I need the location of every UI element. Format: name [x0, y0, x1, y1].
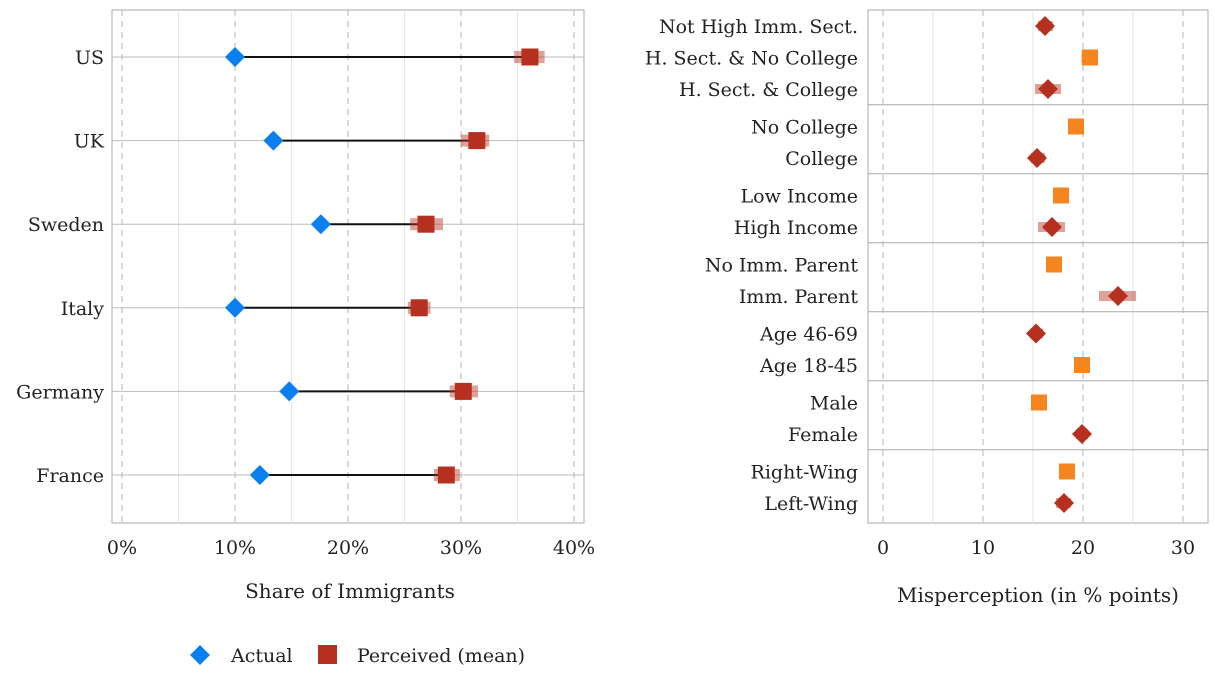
- right-category-label-not-high-imm-sect: Not High Imm. Sect.: [659, 16, 858, 38]
- misperception-point-h-sect-no-college: [1082, 49, 1098, 66]
- left-x-axis-title: Share of Immigrants: [245, 579, 455, 603]
- misperception-point-not-high-imm-sect: [1035, 16, 1055, 36]
- misperception-point-h-sect-college: [1038, 79, 1058, 99]
- legend-item-perceived: Perceived (mean): [318, 645, 525, 667]
- left-gridlines: [121, 10, 575, 523]
- actual-point-france: [249, 465, 270, 485]
- legend-label-perceived: Perceived (mean): [357, 645, 525, 667]
- right-category-label-right-wing: Right-Wing: [751, 462, 858, 484]
- right-category-label-age-46-69: Age 46-69: [759, 324, 858, 346]
- legend-square-marker: [318, 645, 337, 664]
- misperception-point-left-wing: [1054, 493, 1074, 513]
- actual-point-sweden: [310, 214, 331, 235]
- right-category-label-female: Female: [788, 424, 858, 446]
- right-category-rows: Not High Imm. Sect. H. Sect. & No College…: [645, 16, 1208, 515]
- perceived-point-germany: [454, 382, 472, 400]
- right-category-label-low-income: Low Income: [741, 186, 858, 208]
- misperception-point-high-income: [1042, 217, 1062, 237]
- misperception-point-male: [1031, 394, 1047, 411]
- left-category-label-italy: Italy: [61, 298, 105, 320]
- misperception-point-age-46-69: [1026, 323, 1046, 344]
- left-category-label-sweden: Sweden: [28, 214, 104, 236]
- perceived-point-sweden: [417, 215, 435, 233]
- perceived-point-italy: [410, 299, 428, 317]
- legend-label-actual: Actual: [230, 645, 293, 667]
- right-data-marks: [1026, 16, 1136, 513]
- misperception-point-no-college: [1068, 118, 1084, 135]
- right-category-label-male: Male: [810, 393, 858, 415]
- actual-point-germany: [279, 381, 300, 402]
- right-category-label-h-sect-no-college: H. Sect. & No College: [645, 48, 858, 70]
- left-chart-panel: US UK Sweden Italy Germany France 0% 10% 20% 30%…: [16, 9, 595, 603]
- left-x-tick-label: 30%: [440, 537, 482, 559]
- left-category-label-germany: Germany: [16, 381, 104, 403]
- left-x-tick-label: 40%: [553, 537, 595, 559]
- perceived-point-france: [437, 466, 455, 484]
- legend-item-actual: Actual: [190, 645, 293, 667]
- right-category-label-age-18-45: Age 18-45: [759, 355, 858, 377]
- left-x-tick-labels: 0% 10% 20% 30% 40%: [107, 537, 595, 559]
- right-x-tick-label: 20: [1071, 537, 1095, 559]
- right-x-tick-label: 0: [877, 537, 889, 559]
- right-x-tick-labels: 0 10 20 30: [877, 537, 1195, 559]
- perceived-point-uk: [468, 132, 486, 150]
- misperception-point-low-income: [1053, 187, 1069, 204]
- left-category-label-france: France: [36, 465, 104, 487]
- actual-point-uk: [263, 130, 284, 151]
- right-category-label-h-sect-college: H. Sect. & College: [679, 79, 858, 101]
- misperception-point-no-imm-parent: [1046, 256, 1062, 273]
- right-x-axis-title: Misperception (in % points): [897, 583, 1179, 607]
- misperception-point-right-wing: [1059, 463, 1075, 480]
- right-category-label-left-wing: Left-Wing: [764, 493, 858, 515]
- right-x-tick-label: 10: [971, 537, 995, 559]
- misperception-point-imm-parent: [1108, 286, 1128, 306]
- misperception-point-college: [1027, 148, 1047, 168]
- right-category-label-imm-parent: Imm. Parent: [739, 286, 858, 308]
- left-category-rows: US UK Sweden Italy Germany France: [16, 47, 584, 487]
- perceived-point-us: [521, 48, 539, 66]
- legend: Actual Perceived (mean): [190, 645, 525, 667]
- actual-point-us: [225, 47, 245, 67]
- right-plot-frame: [867, 9, 1209, 524]
- right-gridlines: [882, 10, 1184, 523]
- left-x-tick-label: 0%: [107, 537, 137, 559]
- right-x-tick-label: 30: [1171, 537, 1195, 559]
- right-category-label-high-income: High Income: [734, 217, 858, 239]
- misperception-point-female: [1072, 424, 1092, 444]
- right-category-label-college: College: [785, 148, 858, 170]
- left-x-tick-label: 10%: [214, 537, 256, 559]
- right-category-label-no-college: No College: [751, 117, 858, 139]
- misperception-point-age-18-45: [1074, 357, 1090, 373]
- left-category-label-uk: UK: [74, 131, 105, 153]
- right-category-label-no-imm-parent: No Imm. Parent: [705, 255, 859, 277]
- left-data-marks: [225, 47, 545, 485]
- actual-point-italy: [225, 297, 245, 318]
- legend-diamond-marker: [190, 645, 210, 665]
- left-category-label-us: US: [75, 47, 104, 69]
- left-x-tick-label: 20%: [327, 537, 369, 559]
- right-chart-panel: Not High Imm. Sect. H. Sect. & No College…: [645, 9, 1209, 607]
